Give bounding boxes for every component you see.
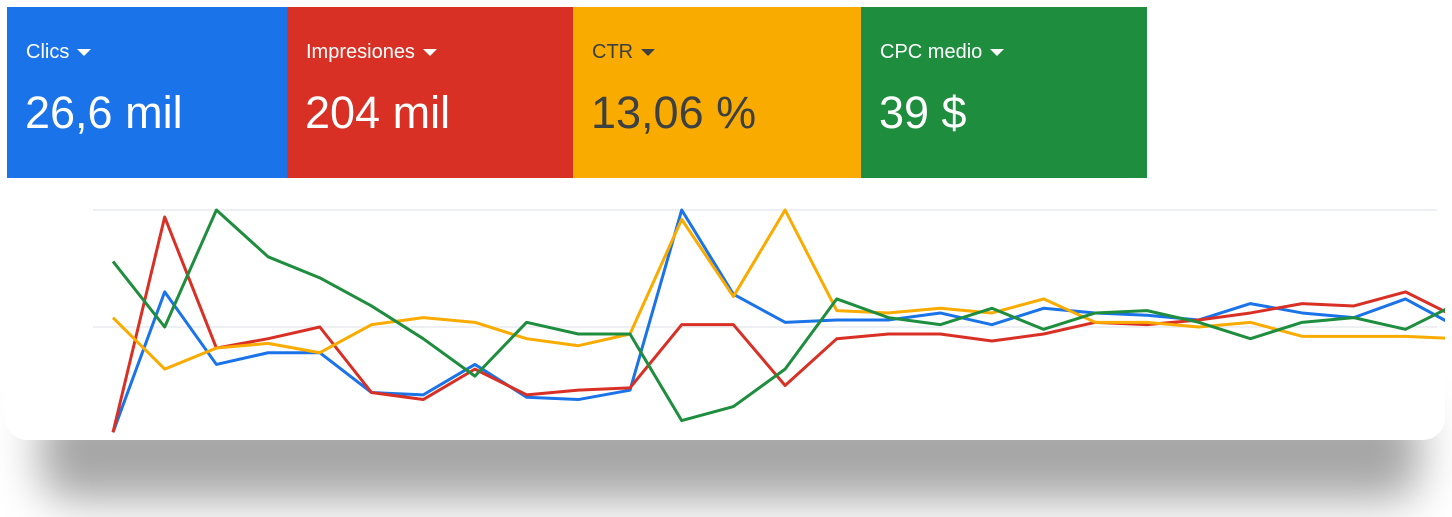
metric-label[interactable]: CTR bbox=[592, 41, 656, 64]
caret-down-icon[interactable] bbox=[77, 49, 92, 56]
metric-label-text: CTR bbox=[592, 41, 634, 63]
metric-label[interactable]: Clics bbox=[26, 41, 92, 64]
metric-value: 26,6 mil bbox=[25, 87, 183, 138]
metric-card-cpc-medio[interactable]: CPC medio 39 $ bbox=[861, 7, 1147, 178]
performance-chart bbox=[93, 208, 1445, 433]
metric-label-text: CPC medio bbox=[880, 41, 983, 63]
metric-card-clics[interactable]: Clics 26,6 mil bbox=[7, 7, 287, 178]
caret-down-icon[interactable] bbox=[422, 49, 437, 56]
caret-down-icon[interactable] bbox=[990, 49, 1005, 56]
metric-card-impresiones[interactable]: Impresiones 204 mil bbox=[287, 7, 573, 178]
caret-down-icon[interactable] bbox=[641, 49, 656, 56]
metric-value: 13,06 % bbox=[591, 87, 757, 138]
performance-panel: Clics 26,6 mil Impresiones 204 mil CTR 13,06 … bbox=[5, 5, 1445, 440]
metric-value: 39 $ bbox=[879, 87, 967, 138]
metric-card-ctr[interactable]: CTR 13,06 % bbox=[573, 7, 861, 178]
metric-value: 204 mil bbox=[305, 87, 451, 138]
metric-label[interactable]: CPC medio bbox=[880, 41, 1005, 64]
series-line-impresiones bbox=[111, 215, 1445, 433]
series-line-ctr bbox=[111, 208, 1445, 371]
series-line-cpc-medio bbox=[111, 208, 1445, 423]
metric-label-text: Impresiones bbox=[306, 41, 415, 63]
series-line-clics bbox=[111, 208, 1445, 433]
metric-label[interactable]: Impresiones bbox=[306, 41, 437, 64]
metric-label-text: Clics bbox=[26, 41, 70, 63]
